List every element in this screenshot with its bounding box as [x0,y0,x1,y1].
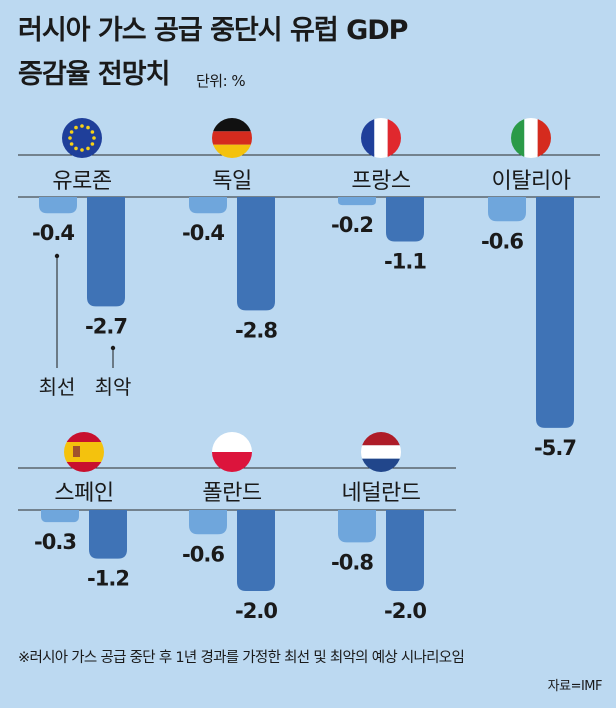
category-label: 이탈리아 [492,169,571,194]
bar-best [39,197,77,214]
data-label-worst: -2.7 [85,314,127,338]
legend-dot-best [54,253,60,259]
bar-worst [87,197,125,307]
data-label-worst: -2.0 [235,599,277,623]
category-label: 프랑스 [351,169,410,194]
bar-best [189,197,227,214]
legend-label-best: 최선 [39,375,76,399]
bar-chart: 유로존 -0.4 -2.7 독일 -0.4 -2.8 프랑스 -0.2 -1.1 이탈리아 -0.6… [18,118,600,623]
data-label-worst: -1.2 [87,567,129,591]
data-label-best: -0.2 [331,213,373,237]
legend-label-worst: 최악 [95,375,132,399]
data-label-worst: -2.0 [384,599,426,623]
bar-best [338,197,376,206]
eu-flag-icon [62,118,102,158]
category-label: 독일 [212,169,251,194]
data-label-best: -0.3 [34,530,76,554]
spain-flag-icon [64,432,104,472]
germany-flag-icon [212,118,252,158]
bar-worst [237,510,275,591]
poland-flag-icon [212,432,252,472]
bar-best [338,510,376,543]
bar-worst [386,197,424,242]
source-label: 자료=IMF [547,679,603,694]
data-label-best: -0.6 [182,542,224,566]
data-label-best: -0.4 [32,221,74,245]
category-label: 유로존 [52,169,111,194]
bar-best [189,510,227,535]
footnote: ※러시아 가스 공급 중단 후 1년 경과를 가정한 최선 및 최악의 예상 시… [18,650,465,666]
data-label-best: -0.4 [182,221,224,245]
unit-label: 단위: % [196,72,246,90]
italy-flag-icon [511,118,551,158]
category-label: 스페인 [54,481,113,506]
bar-worst [386,510,424,591]
data-label-worst: -1.1 [384,250,426,274]
netherlands-flag-icon [361,432,401,472]
bar-best [41,510,79,523]
data-label-worst: -2.8 [235,318,277,342]
chart-subtitle: 증감율 전망치 [18,59,170,90]
bar-worst [237,197,275,311]
legend-dot-worst [110,345,116,351]
data-label-worst: -5.7 [534,436,576,460]
bar-best [488,197,526,222]
data-label-best: -0.8 [331,550,373,574]
bar-worst [536,197,574,428]
chart-title: 러시아 가스 공급 중단시 유럽 GDP [18,15,408,46]
france-flag-icon [361,118,401,158]
bar-worst [89,510,127,559]
category-label: 네덜란드 [342,481,421,506]
data-label-best: -0.6 [481,229,523,253]
category-label: 폴란드 [202,481,261,506]
